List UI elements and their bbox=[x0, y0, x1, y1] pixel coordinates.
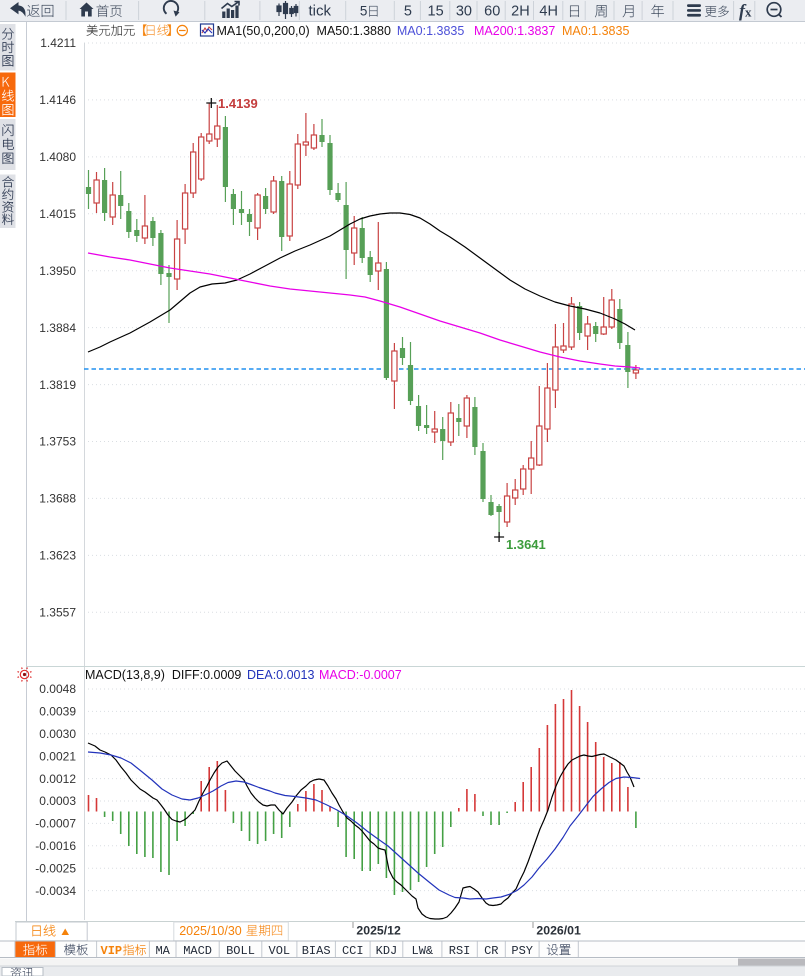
svg-text:2025/10/30: 2025/10/30 bbox=[179, 924, 242, 938]
svg-text:-0.0007: -0.0007 bbox=[35, 817, 76, 831]
svg-text:1.3641: 1.3641 bbox=[506, 537, 546, 552]
svg-text:0.0039: 0.0039 bbox=[39, 705, 76, 719]
svg-text:1.3884: 1.3884 bbox=[39, 321, 76, 335]
svg-text:MA0:1.3835: MA0:1.3835 bbox=[397, 24, 464, 38]
svg-text:2H: 2H bbox=[511, 4, 530, 20]
svg-text:VOL: VOL bbox=[269, 944, 291, 958]
svg-text:1.4080: 1.4080 bbox=[39, 150, 76, 164]
svg-text:BOLL: BOLL bbox=[226, 944, 255, 958]
svg-text:4H: 4H bbox=[539, 4, 558, 20]
svg-text:MACD: MACD bbox=[183, 944, 212, 958]
svg-text:1.3623: 1.3623 bbox=[39, 549, 76, 563]
svg-text:1.3950: 1.3950 bbox=[39, 264, 76, 278]
svg-text:30: 30 bbox=[456, 4, 472, 20]
svg-text:2025/12: 2025/12 bbox=[356, 924, 401, 938]
svg-text:0.0030: 0.0030 bbox=[39, 727, 76, 741]
svg-text:0.0048: 0.0048 bbox=[39, 682, 76, 696]
svg-text:MA200:1.3837: MA200:1.3837 bbox=[474, 24, 555, 38]
svg-text:0.0012: 0.0012 bbox=[39, 772, 76, 786]
svg-text:CR: CR bbox=[484, 944, 498, 958]
svg-text:15: 15 bbox=[428, 4, 444, 20]
svg-text:MACD:-0.0007: MACD:-0.0007 bbox=[319, 668, 402, 682]
svg-text:fx: fx bbox=[739, 1, 752, 21]
svg-text:RSI: RSI bbox=[449, 944, 471, 958]
svg-text:-0.0034: -0.0034 bbox=[35, 884, 76, 898]
svg-text:tick: tick bbox=[309, 3, 332, 20]
svg-text:0.0021: 0.0021 bbox=[39, 749, 76, 763]
svg-text:BIAS: BIAS bbox=[302, 944, 331, 958]
svg-text:1.3557: 1.3557 bbox=[39, 606, 76, 620]
svg-text:MACD(13,8,9) DIFF:0.0009: MACD(13,8,9) DIFF:0.0009 bbox=[85, 668, 241, 682]
svg-text:1.3819: 1.3819 bbox=[39, 378, 76, 392]
svg-text:MA: MA bbox=[155, 944, 170, 958]
svg-text:CCI: CCI bbox=[342, 944, 364, 958]
svg-text:0.0003: 0.0003 bbox=[39, 794, 76, 808]
svg-text:DEA:0.0013: DEA:0.0013 bbox=[247, 668, 314, 682]
svg-text:-0.0016: -0.0016 bbox=[35, 839, 76, 853]
svg-text:LW&: LW& bbox=[412, 944, 434, 958]
svg-text:PSY: PSY bbox=[511, 944, 533, 958]
svg-text:VIP: VIP bbox=[101, 944, 123, 958]
svg-text:1.4146: 1.4146 bbox=[39, 93, 76, 107]
svg-text:1.4015: 1.4015 bbox=[39, 207, 76, 221]
svg-text:60: 60 bbox=[484, 4, 500, 20]
svg-text:5: 5 bbox=[360, 4, 368, 19]
svg-text:KDJ: KDJ bbox=[376, 944, 398, 958]
svg-text:MA1(50,0,200,0) MA50:1.3880: MA1(50,0,200,0) MA50:1.3880 bbox=[217, 24, 391, 38]
svg-text:2026/01: 2026/01 bbox=[536, 924, 581, 938]
svg-text:-0.0025: -0.0025 bbox=[35, 861, 76, 875]
svg-text:1.3753: 1.3753 bbox=[39, 435, 76, 449]
svg-text:1.4139: 1.4139 bbox=[218, 96, 258, 111]
svg-text:5: 5 bbox=[404, 4, 412, 20]
svg-text:1.4211: 1.4211 bbox=[40, 36, 76, 50]
svg-text:MA0:1.3835: MA0:1.3835 bbox=[562, 24, 629, 38]
svg-text:1.3688: 1.3688 bbox=[39, 492, 76, 506]
